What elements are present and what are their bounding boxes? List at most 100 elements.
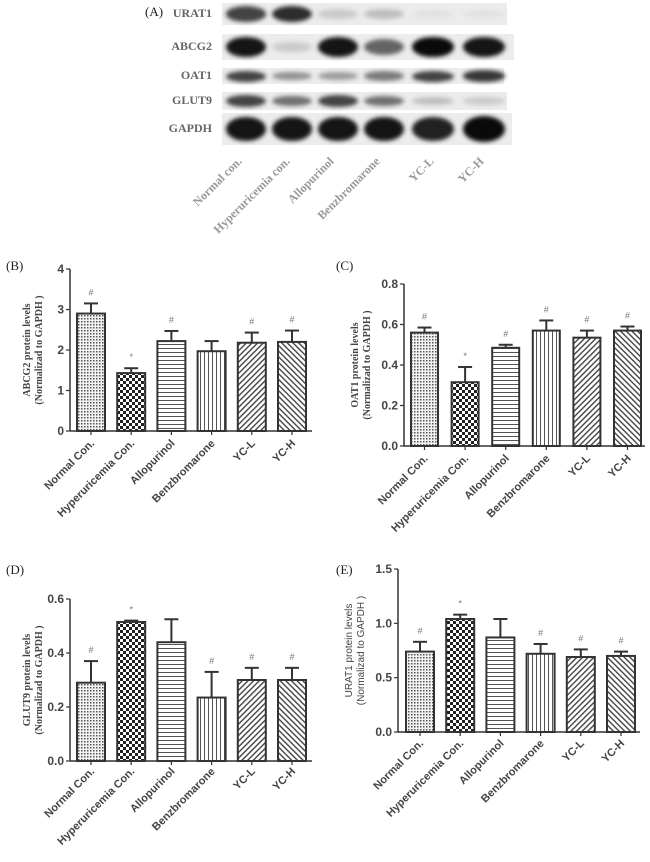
blot-band: [463, 97, 505, 105]
blot-band: [364, 71, 404, 81]
x-category-label: YC-L: [566, 452, 593, 479]
blot-band: [463, 36, 505, 58]
significance-asterisk: *: [129, 352, 133, 362]
bar: [565, 656, 596, 734]
blot-label-glut9: GLUT9: [171, 93, 212, 107]
bar: [277, 340, 307, 432]
bar: [445, 617, 476, 734]
y-tick-label: 1.5: [375, 562, 392, 576]
x-category-label: YC-H: [271, 438, 299, 466]
significance-hash: #: [289, 652, 294, 662]
bar-chart-glut9: 0.0 0.2 0.4 0.6 GLUT9 protein levels(Normali…: [22, 592, 312, 848]
bar: [525, 652, 556, 734]
y-axis-label: ABCG2 protein levels(Normalizad to GAPDH…: [22, 295, 45, 404]
bar: [76, 312, 106, 432]
x-category-label: YC-H: [606, 453, 634, 481]
bar-chart-oat1: 0.0 0.2 0.4 0.6 0.8 OAT1 protein levels(Norma…: [350, 277, 645, 535]
significance-hash: #: [88, 645, 93, 655]
panel-b-label: (B): [6, 258, 24, 273]
significance-hash: #: [88, 287, 93, 297]
blot-band: [318, 36, 358, 58]
blot-band: [364, 116, 404, 142]
significance-hash: #: [422, 312, 427, 322]
x-category-label: Hyperuricemia Con.: [55, 438, 137, 520]
blot-band: [226, 116, 266, 142]
x-category-label: YC-L: [560, 737, 587, 764]
significance-hash: #: [578, 633, 583, 643]
blot-band: [463, 116, 505, 142]
y-tick-label: 1.0: [375, 616, 392, 630]
significance-hash: #: [169, 315, 174, 325]
x-category-label: YC-L: [231, 437, 258, 464]
blot-band: [364, 38, 404, 56]
bar: [613, 329, 642, 448]
y-tick-label: 0.4: [47, 646, 64, 660]
y-tick-label: 0.0: [375, 725, 392, 739]
blot-band: [412, 9, 454, 19]
significance-hash: #: [544, 304, 549, 314]
blot-band: [318, 9, 358, 19]
blot-label-gapdh: GAPDH: [168, 121, 212, 135]
blot-band: [412, 36, 454, 58]
bar: [450, 381, 480, 447]
y-tick-label: 3: [57, 303, 64, 317]
significance-hash: #: [618, 636, 623, 646]
x-category-label: Hyperuricemia Con.: [384, 738, 466, 820]
y-tick-label: 0.0: [47, 754, 64, 768]
y-tick-label: 0: [57, 424, 64, 438]
significance-hash: #: [503, 329, 508, 339]
y-tick-label: 0.6: [47, 592, 64, 606]
significance-asterisk: *: [463, 351, 467, 361]
bar: [156, 641, 187, 763]
bar-chart-abcg2: 0 1 2 3 4 ABCG2 protein levels(Normalizad to …: [22, 262, 312, 520]
blot-band: [364, 95, 404, 107]
bar: [76, 681, 106, 763]
bar: [196, 350, 227, 432]
bar: [277, 679, 307, 762]
y-tick-label: 0.2: [381, 399, 398, 413]
blot-band: [272, 116, 312, 142]
x-category-label: Hyperuricemia Con.: [389, 453, 471, 535]
x-category-label: Hyperuricemia Con.: [55, 766, 137, 848]
blot-band: [463, 70, 505, 82]
blot-band: [412, 97, 454, 105]
significance-hash: #: [289, 315, 294, 325]
y-tick-label: 0.4: [381, 358, 398, 372]
bar: [116, 372, 147, 432]
y-axis-label: OAT1 protein levels(Normalizad to GAPDH …: [350, 310, 373, 419]
bar: [405, 650, 435, 733]
bar: [156, 340, 187, 432]
y-axis-label: GLUT9 protein levels(Normalizad to GAPDH…: [22, 625, 45, 734]
significance-hash: #: [538, 628, 543, 638]
bar-chart-urat1: 0.0 0.5 1.0 1.5 URAT1 protein levels(Normali…: [344, 562, 640, 820]
blot-band: [318, 71, 358, 81]
bar: [485, 636, 516, 734]
blot-band: [412, 70, 454, 82]
y-tick-label: 4: [57, 262, 64, 276]
bar: [572, 336, 602, 448]
blot-band: [272, 41, 312, 53]
significance-hash: #: [584, 315, 589, 325]
blot-label-oat1: OAT1: [180, 68, 212, 82]
y-tick-label: 0.8: [381, 277, 398, 291]
y-tick-label: 2: [57, 343, 64, 357]
significance-asterisk: *: [129, 605, 133, 615]
bar: [236, 679, 267, 762]
significance-asterisk: *: [458, 599, 462, 609]
x-category-label: YC-H: [600, 738, 628, 766]
blot-band: [226, 94, 266, 108]
blot-band: [412, 116, 454, 142]
y-tick-label: 0.5: [375, 671, 392, 685]
significance-hash: #: [625, 311, 630, 321]
panel-a-label: (A): [145, 4, 164, 19]
significance-hash: #: [249, 652, 254, 662]
panel-d-label: (D): [6, 562, 25, 577]
blot-band: [226, 70, 266, 82]
y-tick-label: 0.2: [47, 700, 64, 714]
bar: [116, 620, 147, 763]
blot-band: [364, 9, 404, 19]
blot-band: [272, 95, 312, 107]
bar: [606, 654, 636, 734]
blot-band: [272, 71, 312, 81]
